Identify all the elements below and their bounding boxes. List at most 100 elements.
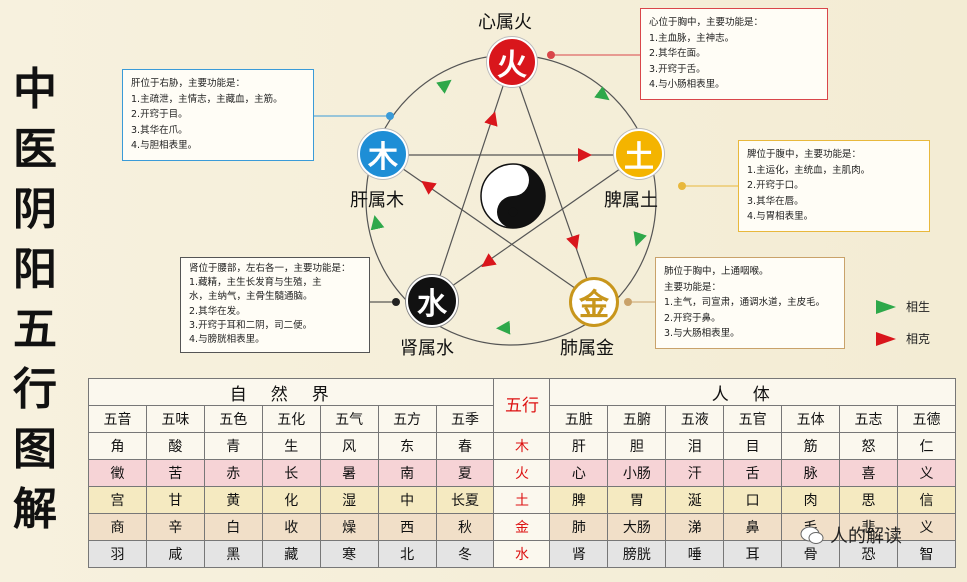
table-cell: 汗 [665, 459, 725, 487]
human-header: 人体 [549, 378, 956, 406]
table-cell: 黑 [203, 540, 263, 568]
liver-info-box: 肝位于右胁，主要功能是： 1.主疏泄，主情志，主藏血，主筋。 2.开窍于目。 3… [122, 69, 314, 161]
box-line: 2.其华在面。 [649, 48, 706, 59]
table-cell: 膀胱 [607, 540, 667, 568]
table-cell: 长 [261, 459, 321, 487]
table-cell: 心 [549, 459, 609, 487]
box-line: 3.其华在唇。 [747, 195, 804, 207]
spleen-info-box: 脾位于腹中，主要功能是： 1.主运化，主统血，主肌肉。 2.开窍于口。 3.其华… [738, 140, 930, 232]
wuxing-cell: 木 [493, 432, 551, 460]
legend-generate-label: 相生 [906, 300, 931, 314]
table-cell: 赤 [203, 459, 263, 487]
title-char: 行 [13, 364, 57, 415]
table-cell: 北 [377, 540, 437, 568]
table-cell: 肝 [549, 432, 609, 460]
box-line: 2.开窍于口。 [747, 180, 804, 191]
connector-dot [678, 182, 686, 190]
table-cell: 商 [88, 513, 147, 541]
title-char: 阴 [13, 184, 57, 235]
connector-dot [392, 298, 400, 306]
wuxing-header: 五行 [493, 378, 551, 433]
box-line: 肺位于胸中，上通咽喉。 [664, 266, 769, 277]
title-char: 图 [13, 424, 57, 475]
heart-info-box: 心位于胸中，主要功能是： 1.主血脉，主神志。 2.其华在面。 3.开窍于舌。 … [640, 8, 828, 100]
fire-element-label: 心属火 [478, 12, 532, 33]
column-header: 五气 [319, 405, 379, 433]
column-header: 五体 [781, 405, 841, 433]
table-cell: 小肠 [607, 459, 667, 487]
box-line: 4.与小肠相表里。 [649, 79, 725, 90]
table-cell: 夏 [435, 459, 495, 487]
fire-element-circle: 火 [487, 37, 537, 87]
table-cell: 目 [723, 432, 783, 460]
table-row: 宫甘黄化湿中长夏土脾胃涎口肉思信 [88, 486, 957, 514]
legend-restrain-label: 相克 [906, 332, 931, 346]
table-cell: 青 [203, 432, 263, 460]
column-header-row: 五音 五味 五色 五化 五气 五方 五季 五脏 五腑 五液 五官 五体 五志 五德 [88, 405, 957, 433]
column-header: 五化 [261, 405, 321, 433]
table-cell: 咸 [145, 540, 205, 568]
column-header: 五味 [145, 405, 205, 433]
box-line: 2.开窍于目。 [131, 109, 188, 120]
watermark: 人的解读 [800, 522, 902, 548]
legend-restrain: 相克 [876, 330, 930, 347]
box-line: 1.主血脉，主神志。 [649, 32, 735, 44]
table-cell: 燥 [319, 513, 379, 541]
table-cell: 暑 [319, 459, 379, 487]
box-line: 2.开窍于鼻。 [664, 312, 721, 324]
table-row: 角酸青生风东春木肝胆泪目筋怒仁 [88, 432, 957, 460]
title-char: 五 [13, 304, 57, 355]
nature-header: 自然界 [87, 378, 495, 406]
table-cell: 思 [839, 486, 898, 514]
watermark-text: 人的解读 [830, 526, 902, 547]
vertical-title: 中 医 阴 阳 五 行 图 解 [6, 60, 64, 540]
box-line: 心位于胸中，主要功能是： [649, 17, 764, 28]
box-line: 3.开窍于舌。 [649, 63, 706, 75]
table-cell: 羽 [88, 540, 147, 568]
table-cell: 苦 [145, 459, 205, 487]
title-char: 中 [13, 64, 57, 115]
box-line: 肝位于右胁，主要功能是： [131, 78, 246, 89]
table-cell: 胃 [607, 486, 667, 514]
table-cell: 黄 [203, 486, 263, 514]
restrain-line-earth-water [431, 154, 641, 301]
connector-dot [624, 298, 632, 306]
box-line: 水，主纳气，主骨生髓通脑。 [189, 291, 313, 303]
box-line: 1.主气，司宣肃，通调水道，主皮毛。 [664, 297, 826, 308]
box-line: 主要功能是： [664, 281, 722, 293]
red-arrow-icon [876, 331, 896, 346]
table-cell: 长夏 [435, 486, 495, 514]
wuxing-cell: 火 [493, 459, 551, 487]
table-row: 羽咸黑藏寒北冬水肾膀胱唾耳骨恐智 [88, 540, 957, 568]
box-line: 1.主疏泄，主情志，主藏血，主筋。 [131, 93, 283, 105]
generate-arrow [496, 320, 511, 335]
restrain-arrow [481, 253, 497, 268]
table-cell: 涎 [665, 486, 725, 514]
table-cell: 白 [203, 513, 263, 541]
earth-element-circle: 土 [614, 129, 664, 179]
column-header: 五液 [665, 405, 725, 433]
box-line: 3.其华在爪。 [131, 124, 188, 136]
table-cell: 宫 [88, 486, 147, 514]
water-element-circle: 水 [406, 275, 458, 327]
wuxing-cell: 水 [493, 540, 551, 568]
table-cell: 西 [377, 513, 437, 541]
earth-element-label: 脾属土 [604, 190, 658, 211]
box-line: 1.主运化，主统血，主肌肉。 [747, 164, 871, 176]
generate-arrow [436, 79, 452, 94]
table-row: 徵苦赤长暑南夏火心小肠汗舌脉喜义 [88, 459, 957, 487]
column-header: 五方 [377, 405, 437, 433]
table-cell: 怒 [839, 432, 898, 460]
table-cell: 悲 [839, 513, 898, 541]
lung-info-box: 肺位于胸中，上通咽喉。 主要功能是： 1.主气，司宣肃，通调水道，主皮毛。 2.… [655, 257, 845, 349]
table-cell: 辛 [145, 513, 205, 541]
box-line: 1.藏精，主生长发育与生殖，主 [189, 277, 322, 289]
table-cell: 信 [896, 486, 957, 514]
generate-arrow [370, 215, 385, 231]
correspondence-table: 自然界 五行 人体 五音 五味 五色 五化 五气 五方 五季 五脏 五腑 五液 五官 五体 五志 五德 角… [87, 378, 957, 568]
table-cell: 甘 [145, 486, 205, 514]
table-cell: 肾 [549, 540, 609, 568]
table-cell: 徵 [88, 459, 147, 487]
restrain-line-water-fire [431, 61, 512, 301]
